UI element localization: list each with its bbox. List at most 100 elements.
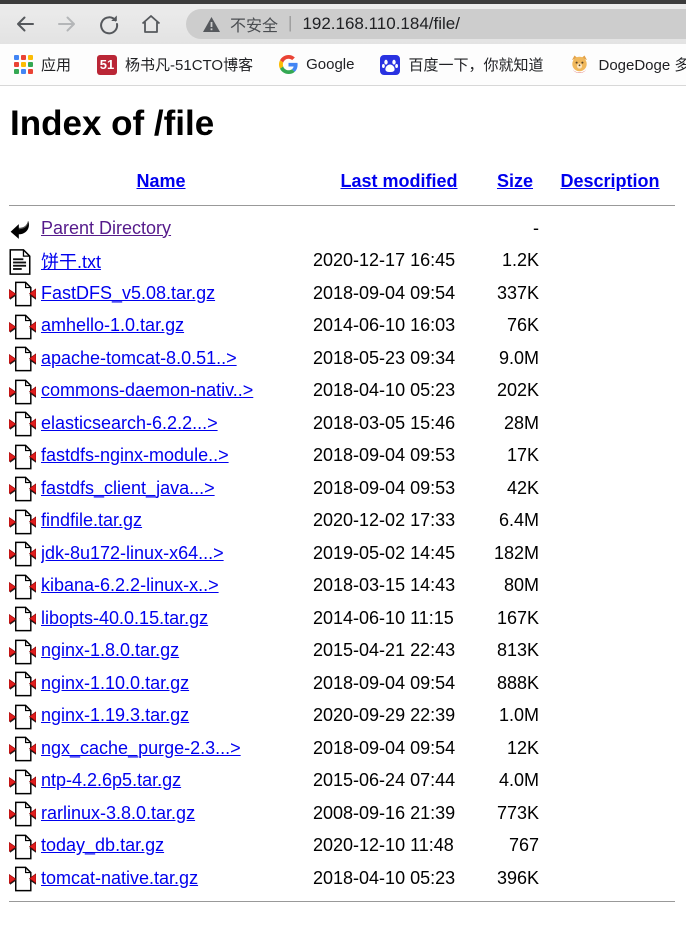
file-last-modified: 2018-09-04 09:54 <box>313 282 456 303</box>
bookmark-apps[interactable]: 应用 <box>14 54 71 75</box>
file-link[interactable]: amhello-1.0.tar.gz <box>41 315 185 336</box>
compressed-file-icon <box>9 281 36 307</box>
file-description <box>545 505 675 538</box>
file-link[interactable]: apache-tomcat-8.0.51..> <box>41 347 237 368</box>
bookmark-label: Google <box>306 56 355 73</box>
compressed-file-icon <box>9 444 36 470</box>
home-button[interactable] <box>134 7 168 41</box>
forward-button[interactable] <box>50 7 84 41</box>
horizontal-rule <box>9 204 675 206</box>
file-link[interactable]: today_db.tar.gz <box>41 835 165 856</box>
directory-listing-table: Name Last modified Size Description Pare… <box>9 164 675 909</box>
file-description <box>545 440 675 473</box>
file-last-modified: 2020-12-17 16:45 <box>313 250 456 271</box>
file-link[interactable]: libopts-40.0.15.tar.gz <box>41 607 209 628</box>
file-size: - <box>533 217 539 238</box>
file-link[interactable]: nginx-1.10.0.tar.gz <box>41 672 190 693</box>
sort-by-size-link[interactable]: Size <box>496 170 534 191</box>
file-link[interactable]: FastDFS_v5.08.tar.gz <box>41 282 216 303</box>
file-size: 1.0M <box>498 705 539 726</box>
file-description <box>545 472 675 505</box>
back-icon <box>9 217 33 241</box>
sort-by-name-link[interactable]: Name <box>136 170 186 191</box>
file-link[interactable]: fastdfs-nginx-module..> <box>41 445 229 466</box>
file-size: 76K <box>506 315 539 336</box>
address-bar[interactable]: 不安全 | 192.168.110.184/file/ <box>186 9 686 39</box>
file-size: 80M <box>503 575 539 596</box>
file-link[interactable]: elasticsearch-6.2.2...> <box>41 412 218 433</box>
file-row: ntp-4.2.6p5.tar.gz 2015-06-24 07:44 4.0M <box>9 765 675 798</box>
text-file-icon <box>9 248 31 275</box>
file-row: apache-tomcat-8.0.51..> 2018-05-23 09:34… <box>9 342 675 375</box>
file-description <box>545 342 675 375</box>
not-secure-warning-icon <box>203 16 220 32</box>
sort-by-description-link[interactable]: Description <box>560 170 660 191</box>
baidu-icon <box>380 54 401 75</box>
sort-by-last-modified-link[interactable]: Last modified <box>340 170 458 191</box>
file-link[interactable]: kibana-6.2.2-linux-x..> <box>41 575 219 596</box>
compressed-file-icon <box>9 411 36 437</box>
file-link[interactable]: findfile.tar.gz <box>41 510 143 531</box>
file-description <box>545 375 675 408</box>
file-link[interactable]: fastdfs_client_java...> <box>41 477 215 498</box>
window-top-edge <box>0 0 686 4</box>
file-link[interactable]: 饼干.txt <box>41 251 102 272</box>
file-last-modified: 2020-09-29 22:39 <box>313 705 456 726</box>
file-row: rarlinux-3.8.0.tar.gz 2008-09-16 21:39 7… <box>9 797 675 830</box>
file-row: fastdfs_client_java...> 2018-09-04 09:53… <box>9 472 675 505</box>
file-link[interactable]: jdk-8u172-linux-x64...> <box>41 542 224 563</box>
compressed-file-icon <box>9 736 36 762</box>
back-button[interactable] <box>8 7 42 41</box>
forward-arrow-icon <box>58 16 75 32</box>
file-size: 888K <box>496 672 539 693</box>
file-row: nginx-1.10.0.tar.gz 2018-09-04 09:54 888… <box>9 667 675 700</box>
compressed-file-icon <box>9 379 36 405</box>
compressed-file-icon <box>9 834 36 860</box>
back-arrow-icon <box>17 16 34 32</box>
file-link[interactable]: ngx_cache_purge-2.3...> <box>41 737 241 758</box>
file-last-modified: 2018-09-04 09:53 <box>313 445 456 466</box>
url-text[interactable]: 192.168.110.184/file/ <box>302 14 460 33</box>
compressed-file-icon <box>9 606 36 632</box>
file-link[interactable]: commons-daemon-nativ..> <box>41 380 254 401</box>
file-link[interactable]: nginx-1.19.3.tar.gz <box>41 705 190 726</box>
bookmark-51cto[interactable]: 51 杨书凡-51CTO博客 <box>97 54 253 75</box>
file-last-modified: 2018-04-10 05:23 <box>313 867 456 888</box>
file-row: FastDFS_v5.08.tar.gz 2018-09-04 09:54 33… <box>9 277 675 310</box>
51cto-icon: 51 <box>97 54 118 75</box>
listing-header-row: Name Last modified Size Description <box>9 164 675 198</box>
compressed-file-icon <box>9 509 36 535</box>
file-link[interactable]: rarlinux-3.8.0.tar.gz <box>41 802 196 823</box>
page-title: Index of /file <box>10 104 215 143</box>
parent-directory-link[interactable]: Parent Directory <box>41 217 172 238</box>
file-last-modified <box>313 212 485 245</box>
file-last-modified: 2018-04-10 05:23 <box>313 380 456 401</box>
file-size: 6.4M <box>498 510 539 531</box>
file-last-modified: 2018-09-04 09:54 <box>313 672 456 693</box>
file-size: 773K <box>496 802 539 823</box>
compressed-file-icon <box>9 541 36 567</box>
file-row: Parent Directory - <box>9 212 675 245</box>
compressed-file-icon <box>9 346 36 372</box>
file-row: nginx-1.19.3.tar.gz 2020-09-29 22:39 1.0… <box>9 700 675 733</box>
file-description <box>545 570 675 603</box>
file-size: 4.0M <box>498 770 539 791</box>
top-rule-row <box>9 198 675 212</box>
bookmark-google[interactable]: Google <box>279 55 354 74</box>
file-last-modified: 2020-12-10 11:48 <box>313 835 454 856</box>
file-size: 1.2K <box>501 250 539 271</box>
file-size: 396K <box>496 867 539 888</box>
refresh-button[interactable] <box>92 7 126 41</box>
file-size: 17K <box>506 445 539 466</box>
file-last-modified: 2018-03-05 15:46 <box>313 412 456 433</box>
file-last-modified: 2019-05-02 14:45 <box>313 542 456 563</box>
file-link[interactable]: nginx-1.8.0.tar.gz <box>41 640 180 661</box>
compressed-file-icon <box>9 574 36 600</box>
file-link[interactable]: ntp-4.2.6p5.tar.gz <box>41 770 182 791</box>
file-link[interactable]: tomcat-native.tar.gz <box>41 867 199 888</box>
bookmark-dogedoge[interactable]: DogeDoge 多 <box>569 54 686 75</box>
file-row: nginx-1.8.0.tar.gz 2015-04-21 22:43 813K <box>9 635 675 668</box>
file-description <box>545 212 675 245</box>
compressed-file-icon <box>9 704 36 730</box>
bookmark-baidu[interactable]: 百度一下，你就知道 <box>380 54 543 75</box>
